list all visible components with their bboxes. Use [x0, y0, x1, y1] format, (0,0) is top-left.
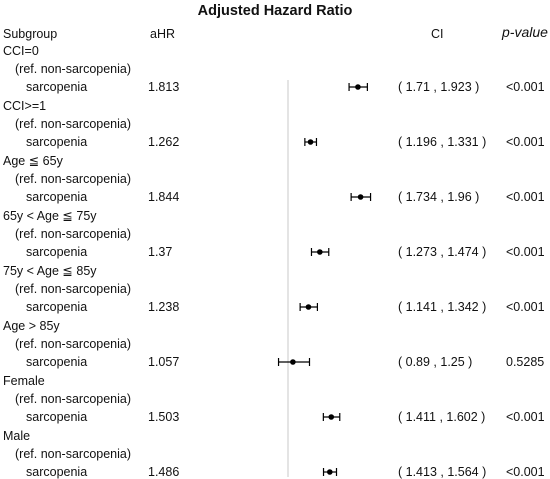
- row-label: sarcopenia: [26, 135, 88, 149]
- ci-value: ( 0.89 , 1.25 ): [398, 355, 473, 369]
- p-value: <0.001: [506, 135, 545, 149]
- ahr-value: 1.813: [148, 80, 180, 94]
- ci-value: ( 1.734 , 1.96 ): [398, 190, 480, 204]
- reference-label: (ref. non-sarcopenia): [15, 117, 132, 131]
- p-value: <0.001: [506, 410, 545, 424]
- subgroup-label: Age ≦ 65y: [3, 154, 63, 168]
- subgroup-label: Male: [3, 429, 31, 443]
- p-value: <0.001: [506, 465, 545, 479]
- ahr-value: 1.262: [148, 135, 180, 149]
- point-estimate: [328, 414, 335, 420]
- row-label: sarcopenia: [26, 355, 88, 369]
- ci-value: ( 1.273 , 1.474 ): [398, 245, 487, 259]
- point-estimate: [307, 139, 314, 145]
- reference-label: (ref. non-sarcopenia): [15, 447, 132, 461]
- p-value: <0.001: [506, 80, 545, 94]
- reference-label: (ref. non-sarcopenia): [15, 337, 132, 351]
- point-estimate: [326, 469, 333, 475]
- point-estimate: [357, 194, 364, 200]
- pvalue-column-header: p-value: [502, 24, 548, 40]
- row-label: sarcopenia: [26, 245, 88, 259]
- ahr-value: 1.486: [148, 465, 180, 479]
- subgroup-label: 65y < Age ≦ 75y: [3, 209, 97, 223]
- subgroup-label: CCI>=1: [3, 99, 47, 113]
- ci-value: ( 1.411 , 1.602 ): [398, 410, 486, 424]
- ci-value: ( 1.196 , 1.331 ): [398, 135, 487, 149]
- point-estimate: [355, 84, 361, 90]
- row-label: sarcopenia: [26, 410, 88, 424]
- p-value: <0.001: [506, 300, 545, 314]
- ci-value: ( 1.141 , 1.342 ): [398, 300, 487, 314]
- row-label: sarcopenia: [26, 190, 88, 204]
- ahr-value: 1.057: [148, 355, 180, 369]
- chart-title: Adjusted Hazard Ratio: [197, 3, 353, 19]
- reference-label: (ref. non-sarcopenia): [15, 62, 132, 76]
- p-value: 0.5285: [506, 355, 545, 369]
- p-value: <0.001: [506, 245, 545, 259]
- ahr-value: 1.37: [148, 245, 173, 259]
- subgroup-column-header: Subgroup: [3, 27, 58, 41]
- p-value: <0.001: [506, 190, 545, 204]
- reference-label: (ref. non-sarcopenia): [15, 392, 132, 406]
- ci-column-header: CI: [431, 27, 444, 41]
- reference-label: (ref. non-sarcopenia): [15, 282, 132, 296]
- ahr-column-header: aHR: [150, 27, 176, 41]
- row-label: sarcopenia: [26, 80, 88, 94]
- ahr-value: 1.503: [148, 410, 180, 424]
- reference-label: (ref. non-sarcopenia): [15, 172, 132, 186]
- subgroup-label: Female: [3, 374, 45, 388]
- point-estimate: [305, 304, 312, 310]
- point-estimate: [317, 249, 323, 255]
- ahr-value: 1.844: [148, 190, 180, 204]
- ci-value: ( 1.71 , 1.923 ): [398, 80, 480, 94]
- row-label: sarcopenia: [26, 465, 88, 479]
- reference-label: (ref. non-sarcopenia): [15, 227, 132, 241]
- subgroup-label: 75y < Age ≦ 85y: [3, 264, 97, 278]
- subgroup-label: CCI=0: [3, 44, 39, 58]
- ahr-value: 1.238: [148, 300, 180, 314]
- ci-value: ( 1.413 , 1.564 ): [398, 465, 487, 479]
- point-estimate: [290, 359, 296, 365]
- row-label: sarcopenia: [26, 300, 88, 314]
- subgroup-label: Age > 85y: [3, 319, 60, 333]
